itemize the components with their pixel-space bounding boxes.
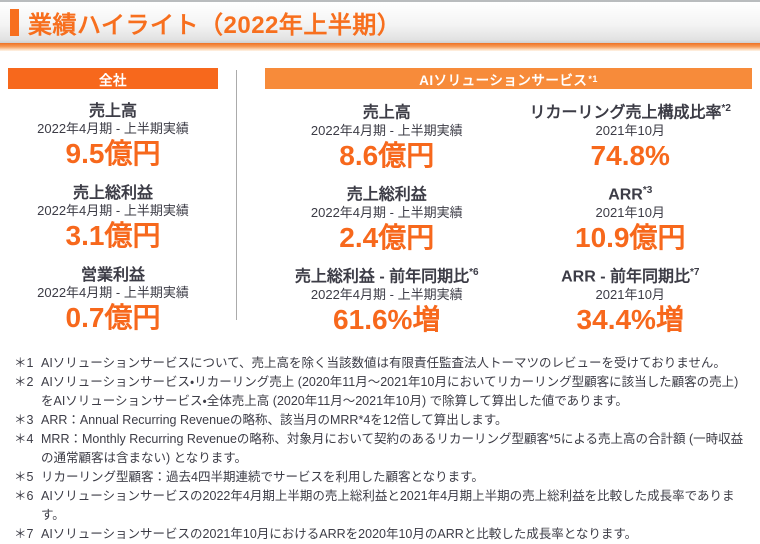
footnotes: ＊1 AIソリューションサービスについて、売上高を除く当該数値は有限責任監査法人… <box>0 342 760 544</box>
metric-label-sup: *2 <box>721 103 731 114</box>
metric-value: 34.4%増 <box>576 303 684 335</box>
footnote-5: ＊5 リカーリング型顧客：過去4四半期連続でサービスを利用した顧客となります。 <box>14 468 754 487</box>
metric-label: 売上総利益 <box>72 185 153 202</box>
metric-period: 2022年4月期 - 上半期実績 <box>310 122 463 138</box>
footnote-3: ＊3 ARR：Annual Recurring Revenueの略称、該当月のM… <box>14 411 754 430</box>
metric-company-operating-profit: 営業利益 2022年4月期 - 上半期実績 0.7億円 <box>8 260 218 342</box>
metric-period: 2022年4月期 - 上半期実績 <box>37 203 189 219</box>
footnote-marker: ＊3 <box>14 413 34 427</box>
panel-ai-solution-title-sup: *1 <box>588 73 598 84</box>
footnote-7: ＊7 AIソリューションサービスの2021年10月におけるARRを2020年10… <box>14 525 754 544</box>
footnote-marker: ＊2 <box>14 375 34 389</box>
metric-period: 2021年10月 <box>595 286 665 302</box>
metric-label: 売上総利益 - 前年同期比 <box>294 268 470 286</box>
footnote-4: ＊4 MRR：Monthly Recurring Revenueの略称、対象月に… <box>14 430 754 468</box>
metric-label-sup: *3 <box>642 185 653 196</box>
footnote-text: ARR：Annual Recurring Revenueの略称、該当月のMRR*… <box>41 413 508 427</box>
footnote-text: AIソリューションサービスについて、売上高を除く当該数値は有限責任監査法人トーマ… <box>41 356 726 370</box>
metric-period: 2022年4月期 - 上半期実績 <box>310 204 463 220</box>
footnote-6: ＊6 AIソリューションサービスの2022年4月期上半期の売上総利益と2021年… <box>14 487 754 525</box>
metrics-section: 全社 売上高 2022年4月期 - 上半期実績 9.5億円 売上総利益 2022… <box>0 51 760 342</box>
metric-value: 74.8% <box>590 139 670 171</box>
metric-company-gross-profit: 売上総利益 2022年4月期 - 上半期実績 3.1億円 <box>8 178 218 260</box>
metric-ai-arr-yoy: ARR - 前年同期比*7 2021年10月 34.4%増 <box>509 260 753 342</box>
metric-value: 8.6億円 <box>339 139 435 171</box>
metric-period: 2021年10月 <box>595 122 665 138</box>
panel-ai-solution: AIソリューションサービス *1 売上高 2022年4月期 - 上半期実績 8.6… <box>265 68 752 342</box>
footnote-marker: ＊4 <box>14 432 34 446</box>
metric-period: 2021年10月 <box>595 204 665 220</box>
metric-label: リカーリング売上構成比率 <box>529 104 722 122</box>
footnote-marker: ＊1 <box>14 356 34 370</box>
footnote-marker: ＊6 <box>14 489 34 503</box>
footnote-2: ＊2 AIソリューションサービス・リカーリング売上 (2020年11月～2021… <box>14 373 754 411</box>
metric-value: 61.6%増 <box>333 303 441 335</box>
metric-ai-gross-profit: 売上総利益 2022年4月期 - 上半期実績 2.4億円 <box>265 178 509 260</box>
metric-ai-arr: ARR*3 2021年10月 10.9億円 <box>509 178 753 260</box>
panel-ai-solution-header: AIソリューションサービス *1 <box>265 68 752 89</box>
metric-value: 0.7億円 <box>65 302 161 334</box>
metric-period: 2022年4月期 - 上半期実績 <box>37 121 189 137</box>
metric-period: 2022年4月期 - 上半期実績 <box>37 285 189 301</box>
metric-label: ARR - 前年同期比 <box>561 268 690 286</box>
header-accent-bar <box>10 9 19 36</box>
metric-ai-sales: 売上高 2022年4月期 - 上半期実績 8.6億円 <box>265 96 509 178</box>
panel-company-title: 全社 <box>99 72 127 88</box>
panel-company-header: 全社 <box>8 68 218 89</box>
metric-period: 2022年4月期 - 上半期実績 <box>310 286 463 302</box>
page-header: 業績ハイライト（2022年上半期） <box>0 0 760 43</box>
metric-label-sup: *7 <box>689 267 700 278</box>
header-divider-rule <box>0 43 760 51</box>
metric-company-sales: 売上高 2022年4月期 - 上半期実績 9.5億円 <box>8 96 218 178</box>
footnote-text: AIソリューションサービス・リカーリング売上 (2020年11月～2021年10… <box>41 375 739 408</box>
footnote-text: リカーリング型顧客：過去4四半期連続でサービスを利用した顧客となります。 <box>41 470 484 484</box>
footnote-1: ＊1 AIソリューションサービスについて、売上高を除く当該数値は有限責任監査法人… <box>14 354 754 373</box>
vertical-divider <box>236 70 237 320</box>
footnote-text: MRR：Monthly Recurring Revenueの略称、対象月において… <box>41 432 744 465</box>
metric-value: 10.9億円 <box>575 221 686 253</box>
metric-value: 2.4億円 <box>339 221 435 253</box>
metric-label: 売上高 <box>362 104 411 122</box>
footnote-marker: ＊5 <box>14 470 34 484</box>
ai-metrics-grid: 売上高 2022年4月期 - 上半期実績 8.6億円 リカーリング売上構成比率*… <box>265 96 752 342</box>
metric-label: ARR <box>608 186 643 204</box>
metric-label: 営業利益 <box>80 267 145 284</box>
panel-company: 全社 売上高 2022年4月期 - 上半期実績 9.5億円 売上総利益 2022… <box>8 68 218 342</box>
metric-label: 売上高 <box>88 103 137 120</box>
metric-value: 3.1億円 <box>65 220 161 252</box>
panel-ai-solution-title: AIソリューションサービス <box>419 72 588 88</box>
metric-label: 売上総利益 <box>346 186 427 204</box>
metric-label-sup: *6 <box>469 267 479 278</box>
footnote-marker: ＊7 <box>14 527 34 541</box>
page-title: 業績ハイライト（2022年上半期） <box>28 12 402 39</box>
metric-ai-gross-profit-yoy: 売上総利益 - 前年同期比*6 2022年4月期 - 上半期実績 61.6%増 <box>265 260 509 342</box>
footnote-text: AIソリューションサービスの2021年10月におけるARRを2020年10月のA… <box>41 527 638 541</box>
footnote-text: AIソリューションサービスの2022年4月期上半期の売上総利益と2021年4月期… <box>41 489 735 522</box>
metric-ai-recurring-ratio: リカーリング売上構成比率*2 2021年10月 74.8% <box>509 96 753 178</box>
metric-value: 9.5億円 <box>65 138 161 170</box>
